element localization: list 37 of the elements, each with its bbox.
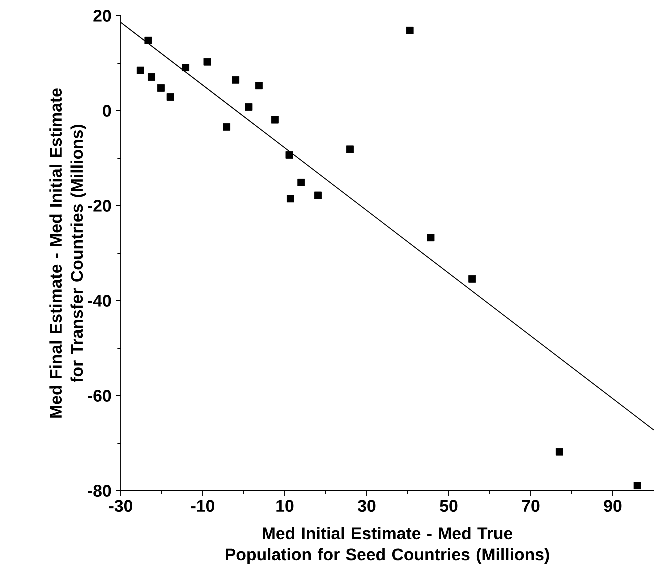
point bbox=[166, 93, 174, 101]
y-axis-title: Med Final Estimate - Med Initial Estimate for Transfer Countries (Millions) bbox=[50, 88, 86, 418]
point bbox=[468, 275, 476, 283]
point bbox=[204, 58, 212, 66]
x-axis-title: Med Initial Estimate - Med True Population for Seed Countries (Millions) bbox=[226, 527, 550, 564]
y-tick-label: 20 bbox=[94, 10, 112, 22]
point bbox=[148, 74, 156, 82]
x-tick-label: 70 bbox=[522, 500, 540, 512]
y-tick-label: -40 bbox=[88, 295, 112, 307]
x-tick-label: 10 bbox=[276, 500, 294, 512]
point bbox=[271, 116, 279, 124]
point bbox=[427, 234, 435, 242]
x-tick-label: -10 bbox=[191, 500, 214, 512]
point bbox=[136, 66, 144, 74]
point bbox=[182, 64, 190, 72]
point bbox=[286, 151, 294, 159]
x-tick-label: 90 bbox=[604, 500, 622, 512]
y-tick-label: -20 bbox=[88, 200, 112, 212]
y-tick-label: 0 bbox=[103, 105, 112, 117]
x-tick-label: -30 bbox=[109, 500, 132, 512]
y-tick-label: -60 bbox=[88, 390, 112, 402]
point bbox=[556, 448, 564, 456]
point bbox=[157, 84, 165, 92]
point bbox=[245, 103, 253, 111]
point bbox=[232, 76, 240, 84]
point bbox=[346, 146, 354, 154]
x-tick-label: 30 bbox=[358, 500, 376, 512]
point bbox=[144, 36, 152, 44]
point bbox=[314, 192, 322, 200]
point bbox=[634, 482, 642, 490]
point bbox=[298, 178, 306, 186]
point bbox=[406, 26, 414, 34]
x-tick-label: 50 bbox=[440, 500, 458, 512]
point bbox=[223, 123, 231, 131]
point bbox=[255, 82, 263, 90]
point bbox=[286, 195, 294, 203]
y-tick-label: -80 bbox=[88, 485, 112, 497]
